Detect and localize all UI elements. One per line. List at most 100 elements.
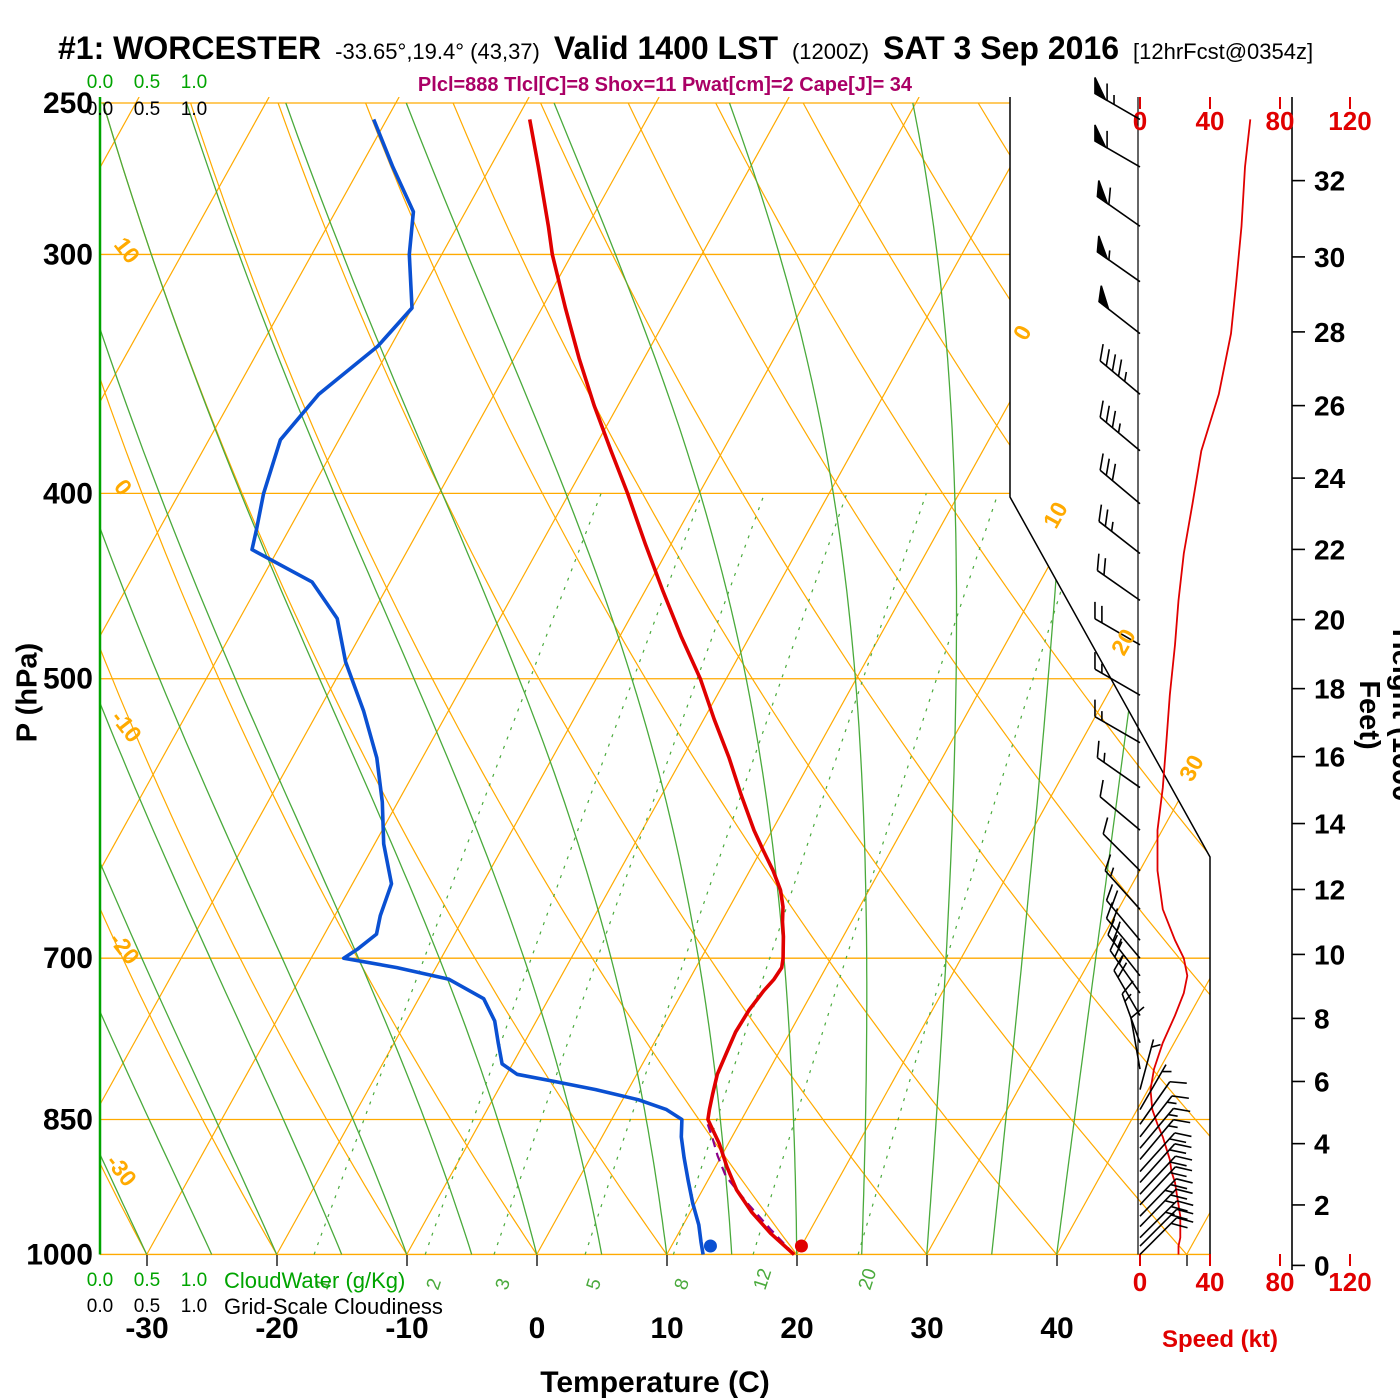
svg-text:-30: -30 xyxy=(125,1312,168,1345)
cloudwater-scale-2: 1.0 xyxy=(180,72,208,93)
parcel-path xyxy=(705,1121,795,1256)
svg-text:8: 8 xyxy=(671,1276,694,1293)
svg-text:20: 20 xyxy=(1314,605,1345,636)
profiles xyxy=(250,118,808,1256)
surface-dewpoint-dot xyxy=(703,1239,717,1253)
cloudwater-scale-2: 1.0 xyxy=(180,1270,208,1291)
svg-text:12: 12 xyxy=(750,1266,777,1293)
svg-text:0: 0 xyxy=(1133,106,1147,136)
svg-text:0: 0 xyxy=(529,1312,546,1345)
svg-text:10: 10 xyxy=(650,1312,683,1345)
cloudwater-scale-bottom: 0.0 0.5 1.0 xyxy=(77,1270,217,1292)
svg-text:12: 12 xyxy=(1314,874,1345,905)
height-axis-label: Height (1000 Feet) xyxy=(1353,628,1400,802)
svg-text:32: 32 xyxy=(1314,166,1345,197)
cloudiness-scale-bottom: 0.0 0.5 1.0 xyxy=(77,1296,217,1318)
svg-text:2: 2 xyxy=(423,1276,446,1293)
svg-text:8: 8 xyxy=(1314,1003,1330,1034)
svg-text:26: 26 xyxy=(1314,391,1345,422)
station-coords: -33.65°,19.4° (43,37) xyxy=(335,39,540,64)
svg-text:-20: -20 xyxy=(255,1312,298,1345)
svg-text:-30: -30 xyxy=(101,1149,142,1191)
svg-text:24: 24 xyxy=(1314,463,1346,494)
svg-text:5: 5 xyxy=(583,1276,606,1293)
dewpoint-curve xyxy=(250,118,705,1255)
mixing-ratio-lines xyxy=(313,493,1093,1255)
svg-text:120: 120 xyxy=(1328,1267,1371,1297)
svg-text:22: 22 xyxy=(1314,534,1345,565)
valid-zulu: (1200Z) xyxy=(791,39,870,64)
cloudwater-scale-1: 0.5 xyxy=(133,72,161,93)
svg-text:-10: -10 xyxy=(106,705,147,747)
station-title: #1: WORCESTER xyxy=(58,30,322,66)
svg-text:0: 0 xyxy=(1133,1267,1147,1297)
cloudwater-axis-label: CloudWater (g/Kg) xyxy=(224,1268,406,1293)
svg-text:80: 80 xyxy=(1266,1267,1295,1297)
stability-indices: Plcl=888 Tlcl[C]=8 Shox=11 Pwat[cm]=2 Ca… xyxy=(417,74,913,96)
cloudiness-scale-top: 0.0 0.5 1.0 xyxy=(77,99,217,121)
svg-text:20: 20 xyxy=(780,1312,813,1345)
svg-text:80: 80 xyxy=(1266,106,1295,136)
pressure-lines xyxy=(100,102,1210,1256)
svg-text:0: 0 xyxy=(1008,321,1037,345)
svg-text:16: 16 xyxy=(1314,742,1345,773)
speed-axis-label: Speed (kt) xyxy=(1161,1326,1278,1353)
svg-text:18: 18 xyxy=(1314,674,1345,705)
cloudwater-scale-top: 0.0 0.5 1.0 xyxy=(77,72,217,94)
wind-speed-curve xyxy=(1149,119,1252,1255)
svg-text:850: 850 xyxy=(43,1103,93,1136)
cloudiness-scale-0: 0.0 xyxy=(86,1296,114,1317)
svg-text:300: 300 xyxy=(43,238,93,271)
svg-text:500: 500 xyxy=(43,663,93,696)
svg-text:10: 10 xyxy=(1038,497,1073,532)
title-bar: #1: WORCESTER -33.65°,19.4° (43,37) Vali… xyxy=(58,30,1313,67)
svg-text:20: 20 xyxy=(1106,624,1141,659)
svg-text:40: 40 xyxy=(1040,1312,1073,1345)
cloudiness-scale-1: 0.5 xyxy=(133,1296,161,1317)
svg-text:0: 0 xyxy=(109,474,137,500)
cloudiness-scale-2: 1.0 xyxy=(180,1296,208,1317)
svg-text:40: 40 xyxy=(1196,1267,1225,1297)
svg-text:28: 28 xyxy=(1314,317,1345,348)
cloudwater-scale-0: 0.0 xyxy=(86,1270,114,1291)
cloudiness-scale-0: 0.0 xyxy=(86,99,114,120)
svg-text:0: 0 xyxy=(1314,1250,1330,1281)
pressure-axis-label: P (hPa) xyxy=(11,642,44,743)
cloudwater-scale-0: 0.0 xyxy=(86,72,114,93)
svg-text:3: 3 xyxy=(492,1276,515,1293)
svg-text:2: 2 xyxy=(1314,1190,1330,1221)
svg-text:30: 30 xyxy=(910,1312,943,1345)
svg-text:14: 14 xyxy=(1314,809,1346,840)
wind-barbs xyxy=(1094,77,1194,1256)
svg-text:4: 4 xyxy=(1314,1129,1330,1160)
svg-text:120: 120 xyxy=(1328,106,1371,136)
cloudwater-scale-1: 0.5 xyxy=(133,1270,161,1291)
valid-date: SAT 3 Sep 2016 xyxy=(883,30,1119,66)
svg-text:10: 10 xyxy=(109,232,145,268)
cloudiness-axis-label: Grid-Scale Cloudiness xyxy=(224,1294,443,1319)
plot-boundary xyxy=(1009,97,1211,1255)
temperature-axis-label: Temperature (C) xyxy=(540,1366,770,1399)
surface-temp-dot xyxy=(794,1239,808,1253)
cloudiness-scale-1: 0.5 xyxy=(133,99,161,120)
forecast-info: [12hrFcst@0354z] xyxy=(1133,39,1314,64)
svg-text:10: 10 xyxy=(1314,939,1345,970)
skewt-grid xyxy=(100,97,1210,1256)
svg-text:400: 400 xyxy=(43,477,93,510)
svg-text:30: 30 xyxy=(1174,750,1209,785)
svg-text:40: 40 xyxy=(1196,106,1225,136)
svg-text:250: 250 xyxy=(43,87,93,120)
temperature-curve xyxy=(527,119,796,1256)
svg-text:700: 700 xyxy=(43,942,93,975)
cloudiness-scale-2: 1.0 xyxy=(180,99,208,120)
svg-text:-10: -10 xyxy=(385,1312,428,1345)
svg-text:6: 6 xyxy=(1314,1066,1330,1097)
svg-text:30: 30 xyxy=(1314,242,1345,273)
svg-text:20: 20 xyxy=(855,1266,882,1293)
